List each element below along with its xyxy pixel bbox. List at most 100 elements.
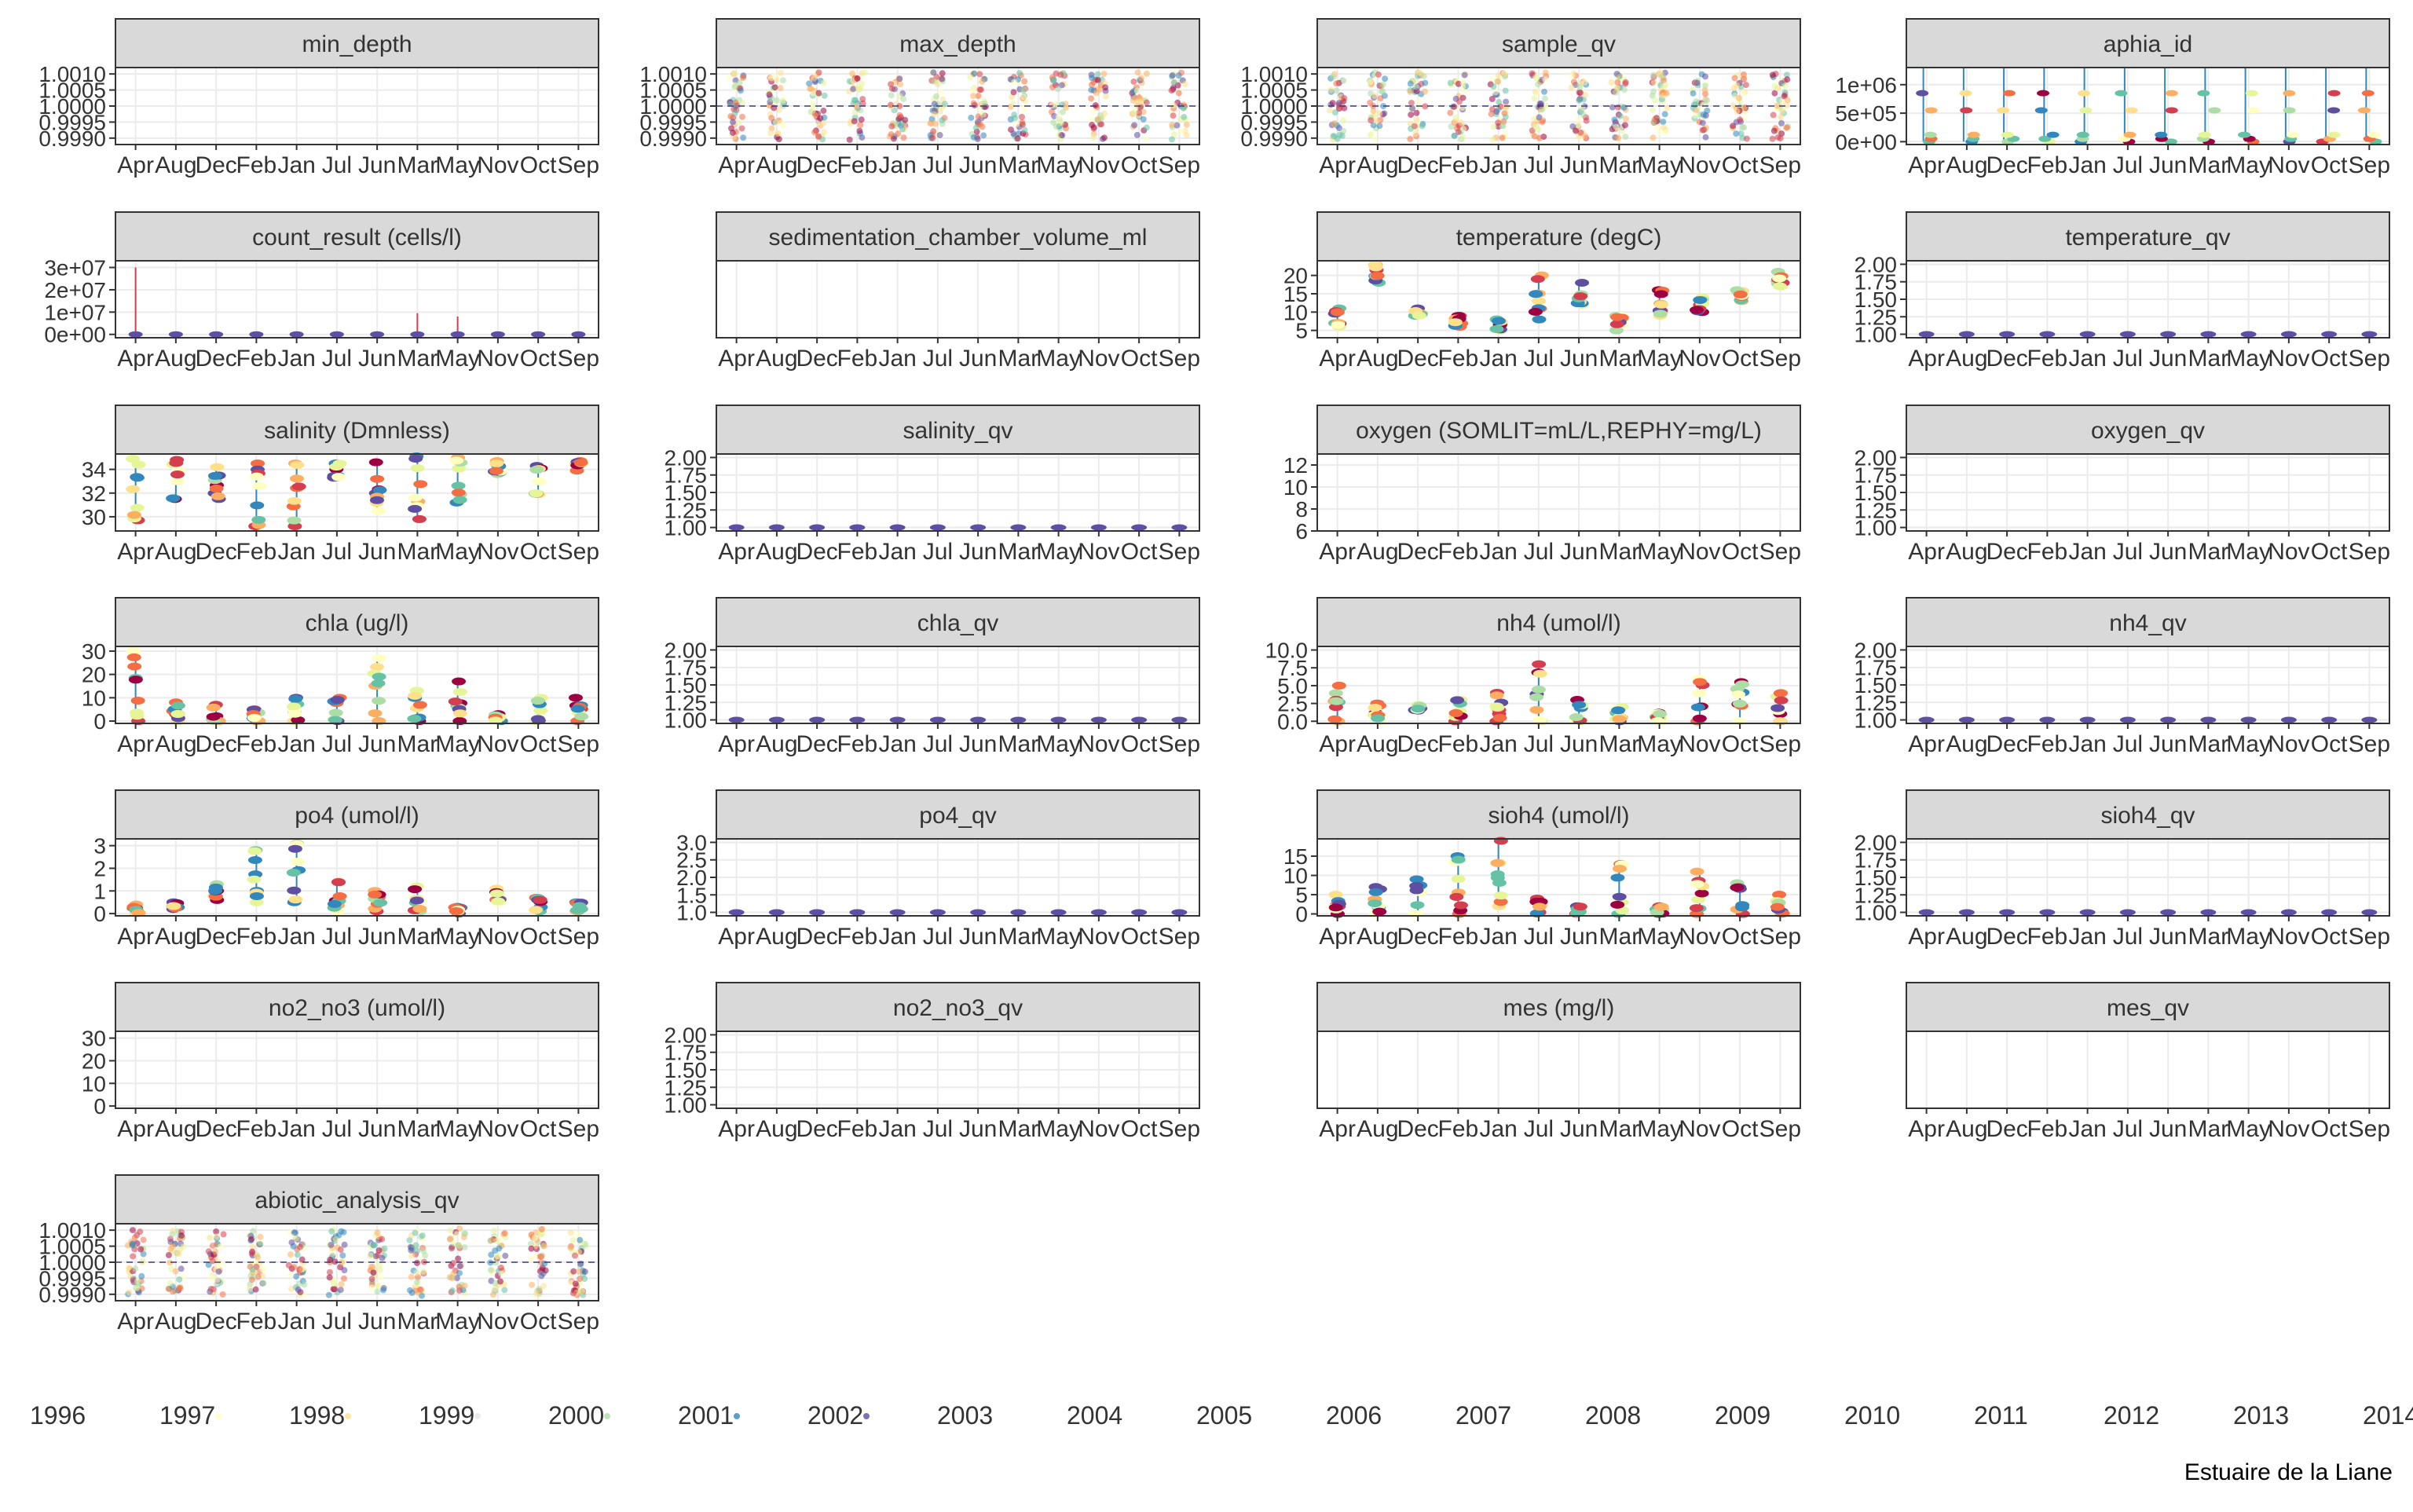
x-tick-label: May [435, 152, 480, 178]
x-tick-label: May [435, 924, 480, 950]
x-tick-label: Sep [558, 1309, 599, 1334]
data-point [134, 1278, 141, 1285]
data-point [491, 897, 506, 906]
data-point [1021, 126, 1028, 134]
data-point [128, 675, 143, 684]
data-point [1327, 107, 1334, 114]
data-point [449, 1245, 456, 1252]
data-point [850, 86, 857, 93]
data-point [2240, 909, 2257, 916]
data-point [140, 1250, 147, 1258]
data-point [1493, 898, 1508, 906]
data-point [929, 716, 946, 723]
data-point [379, 1287, 386, 1294]
y-tick-label: 2 [93, 856, 106, 880]
y-tick-label: 1.0 [676, 901, 707, 925]
data-point [528, 1245, 535, 1252]
facet-title: no2_no3_qv [893, 995, 1023, 1021]
data-point [1702, 134, 1709, 141]
data-point [1451, 132, 1458, 139]
data-point [301, 1281, 308, 1288]
x-tick-label: Dec [796, 152, 837, 178]
x-tick-label: Jul [1524, 346, 1554, 372]
data-point [1333, 80, 1340, 87]
data-point [1416, 69, 1423, 76]
facet-strip [115, 18, 599, 68]
x-tick-label: Jul [2113, 731, 2143, 757]
x-tick-label: Sep [1159, 152, 1200, 178]
data-point [2115, 90, 2128, 97]
data-point [1741, 75, 1748, 82]
data-point [1451, 855, 1466, 864]
x-tick-label: Jan [878, 346, 916, 372]
y-tick-label: 5e+05 [1835, 101, 1897, 126]
data-point [849, 909, 866, 916]
data-point [209, 331, 224, 338]
data-point [412, 701, 427, 709]
data-point [900, 134, 907, 141]
data-point [290, 461, 305, 470]
x-tick-label: Oct [2311, 152, 2348, 178]
y-tick-label: 8 [1295, 497, 1308, 522]
x-tick-label: Nov [1078, 539, 1119, 565]
data-point [2039, 716, 2056, 723]
data-point [375, 1252, 382, 1259]
data-point [407, 715, 422, 723]
x-tick-label: Jan [878, 539, 916, 565]
legend-label: 2007 [1455, 1401, 1511, 1430]
facet-border [115, 646, 599, 724]
y-tick-label: 1.0000 [38, 1250, 106, 1275]
data-point [1573, 902, 1587, 911]
data-point [495, 1253, 502, 1260]
data-point [214, 1276, 221, 1283]
data-point [379, 1236, 386, 1243]
y-tick-label: 1.0010 [38, 1218, 106, 1243]
data-point [540, 1243, 547, 1250]
data-point [2200, 331, 2217, 338]
data-point [1704, 97, 1711, 104]
x-tick-label: Jan [277, 1116, 315, 1142]
data-point [209, 1258, 216, 1265]
data-point [728, 909, 745, 916]
data-point [1459, 134, 1466, 141]
data-point [1130, 78, 1137, 85]
facet-title: po4 (umol/l) [295, 803, 419, 829]
data-point [577, 1276, 584, 1283]
data-point [461, 1282, 468, 1289]
x-tick-label: Mar [397, 152, 438, 178]
data-point [2079, 909, 2096, 916]
data-point [2079, 107, 2093, 114]
y-tick-label: 1.00 [1855, 516, 1898, 540]
legend-label: 2013 [2233, 1401, 2289, 1430]
x-tick-label: Aug [155, 1309, 196, 1334]
x-tick-label: Feb [837, 539, 878, 565]
data-point [493, 1237, 500, 1244]
data-point [1447, 79, 1454, 86]
data-point [1651, 97, 1658, 104]
data-point [1050, 119, 1057, 126]
y-tick-label: 2.00 [665, 1023, 708, 1047]
data-point [1090, 134, 1097, 141]
data-point [971, 70, 978, 77]
data-point [2039, 909, 2056, 916]
data-point [372, 485, 387, 494]
x-tick-label: Jun [358, 1116, 396, 1142]
data-point [1770, 902, 1785, 911]
data-point [1690, 306, 1704, 314]
data-point [450, 1260, 457, 1267]
data-point [1489, 691, 1504, 700]
data-point [220, 1231, 227, 1238]
y-tick-label: 5 [1295, 883, 1308, 907]
data-point [248, 1250, 255, 1257]
data-point [939, 75, 946, 82]
data-point [410, 463, 425, 472]
x-tick-label: Dec [195, 152, 236, 178]
data-point [1328, 903, 1343, 912]
x-tick-label: Jul [923, 731, 953, 757]
x-tick-label: Apr [718, 346, 755, 372]
y-tick-label: 1.50 [1855, 481, 1898, 505]
y-tick-label: 2.00 [1855, 638, 1898, 662]
data-point [413, 480, 428, 489]
x-tick-label: Oct [1121, 731, 1158, 757]
x-tick-label: Nov [1679, 731, 1720, 757]
